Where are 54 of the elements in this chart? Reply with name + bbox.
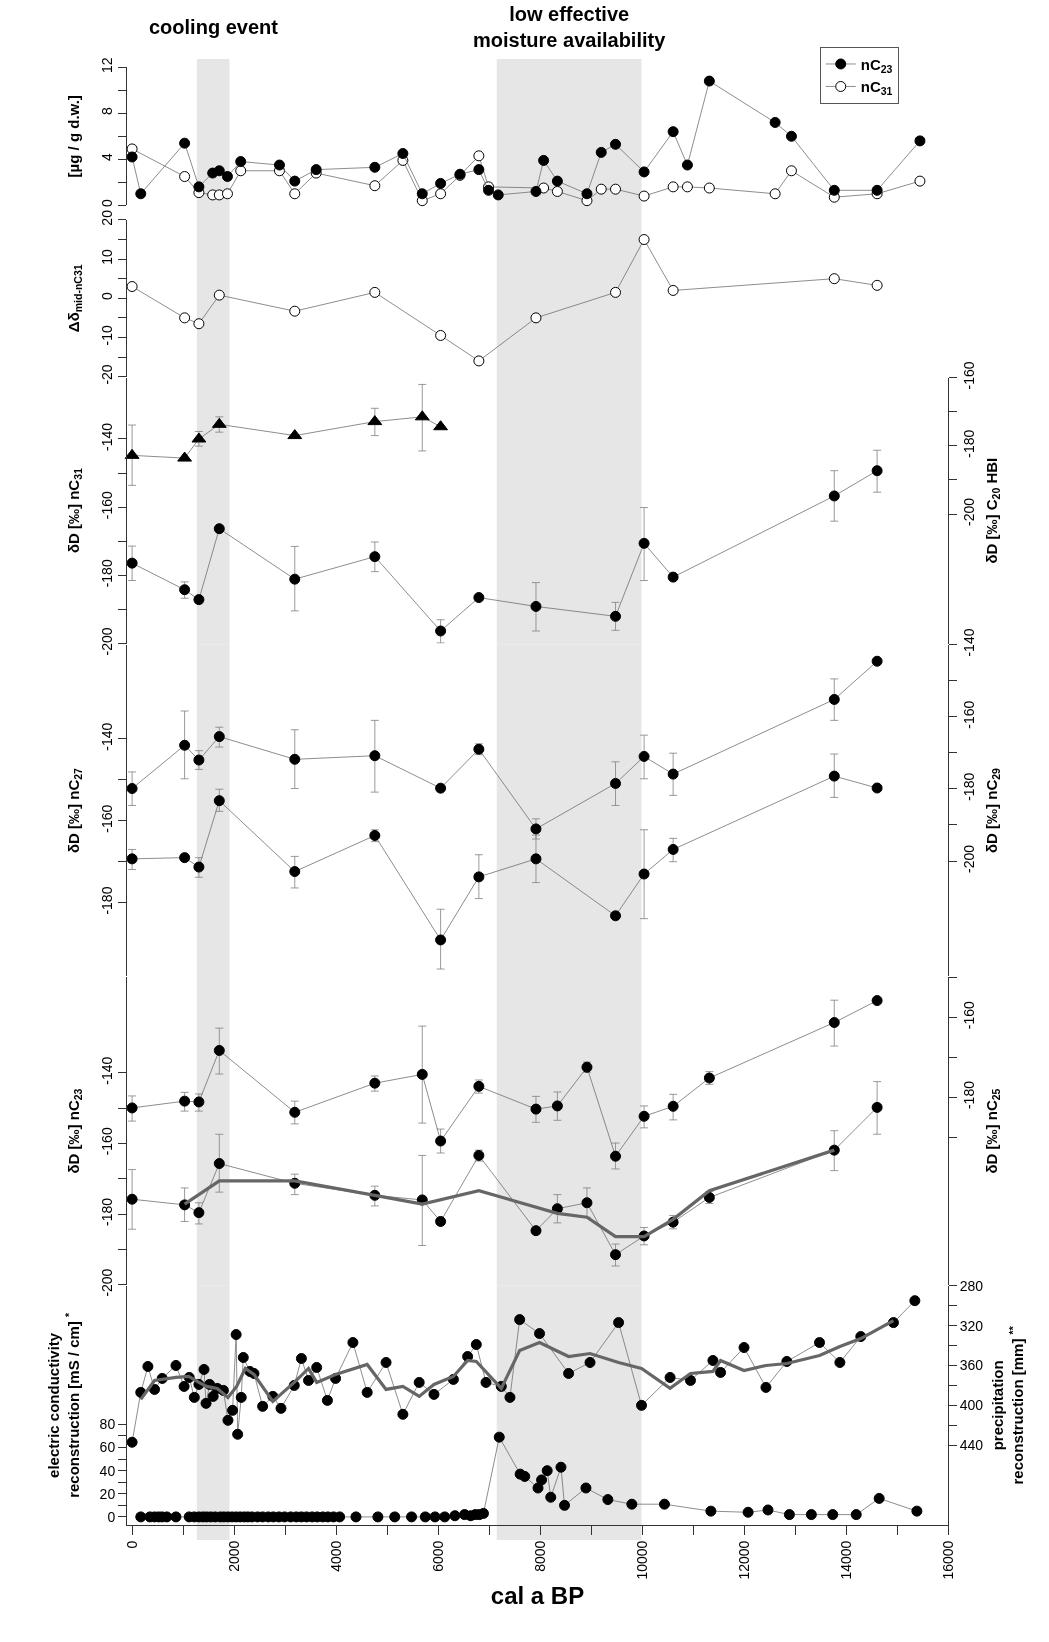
- y2-tick-label: -180: [960, 772, 977, 801]
- y-tick-label: 0: [99, 292, 116, 301]
- y-tick-label: 10: [99, 249, 116, 265]
- y2-tick-label: 360: [959, 1357, 984, 1374]
- x-tick-label: 2000: [225, 1540, 242, 1572]
- y-tick-label: -160: [99, 804, 116, 833]
- x-axis-title: cal a BP: [490, 1581, 585, 1609]
- legend-label: nC$_{23}$: [860, 55, 893, 75]
- y-tick-label: 40: [99, 1462, 116, 1479]
- x-tick-label: 4000: [327, 1540, 344, 1572]
- y-tick-label: 8: [99, 107, 116, 116]
- band-label: low effective moisture availability: [473, 3, 667, 51]
- y2-tick-label: -160: [960, 361, 977, 390]
- y-tick-label: -180: [99, 1197, 116, 1226]
- legend-label: nC$_{31}$: [860, 78, 893, 98]
- y2-tick-label: -200: [960, 844, 977, 873]
- y-tick-label: -200: [99, 627, 116, 656]
- y-tick-label: 60: [99, 1439, 116, 1456]
- y2-tick-label: -160: [960, 1001, 977, 1030]
- y-tick-label: -160: [99, 490, 116, 520]
- y-tick-label: -20: [99, 364, 116, 385]
- y2-tick-label: 440: [959, 1437, 984, 1454]
- y-tick-label: 20: [99, 1485, 116, 1502]
- y-tick-label: -10: [99, 325, 116, 346]
- y2-tick-label: 280: [959, 1277, 984, 1294]
- y2-tick-label: 320: [959, 1317, 984, 1334]
- y-tick-label: 80: [99, 1416, 116, 1433]
- y-tick-label: -140: [99, 422, 116, 451]
- y-tick-label: 12: [99, 57, 116, 73]
- y2-tick-label: -160: [960, 700, 977, 729]
- band-label: cooling event: [149, 16, 279, 38]
- y-tick-label: 20: [99, 209, 116, 226]
- x-tick-label: 6000: [429, 1540, 446, 1572]
- x-tick-label: 14000: [837, 1540, 854, 1580]
- y-tick-label: -180: [99, 886, 116, 915]
- x-tick-label: 16000: [939, 1540, 956, 1580]
- y2-tick-label: -200: [960, 497, 977, 526]
- y-tick-label: 0: [107, 1508, 116, 1525]
- y2-tick-label: -140: [960, 628, 977, 657]
- y-tick-label: -140: [99, 722, 116, 751]
- x-tick-label: 10000: [633, 1540, 650, 1580]
- x-tick-label: 12000: [735, 1540, 752, 1580]
- y-tick-label: -200: [99, 1268, 116, 1297]
- y-axis-title: [µg / g d.w.]: [64, 95, 82, 178]
- y-tick-label: -140: [99, 1056, 116, 1085]
- y2-tick-label: -180: [960, 1080, 977, 1110]
- x-tick-label: 0: [123, 1540, 140, 1549]
- y-tick-label: 0: [99, 199, 116, 208]
- y-tick-label: 4: [99, 153, 116, 162]
- y2-tick-label: 400: [959, 1397, 984, 1414]
- y-tick-label: -160: [99, 1127, 116, 1156]
- y2-tick-label: -180: [960, 429, 977, 458]
- y-tick-label: -180: [99, 559, 116, 588]
- x-tick-label: 8000: [531, 1540, 548, 1572]
